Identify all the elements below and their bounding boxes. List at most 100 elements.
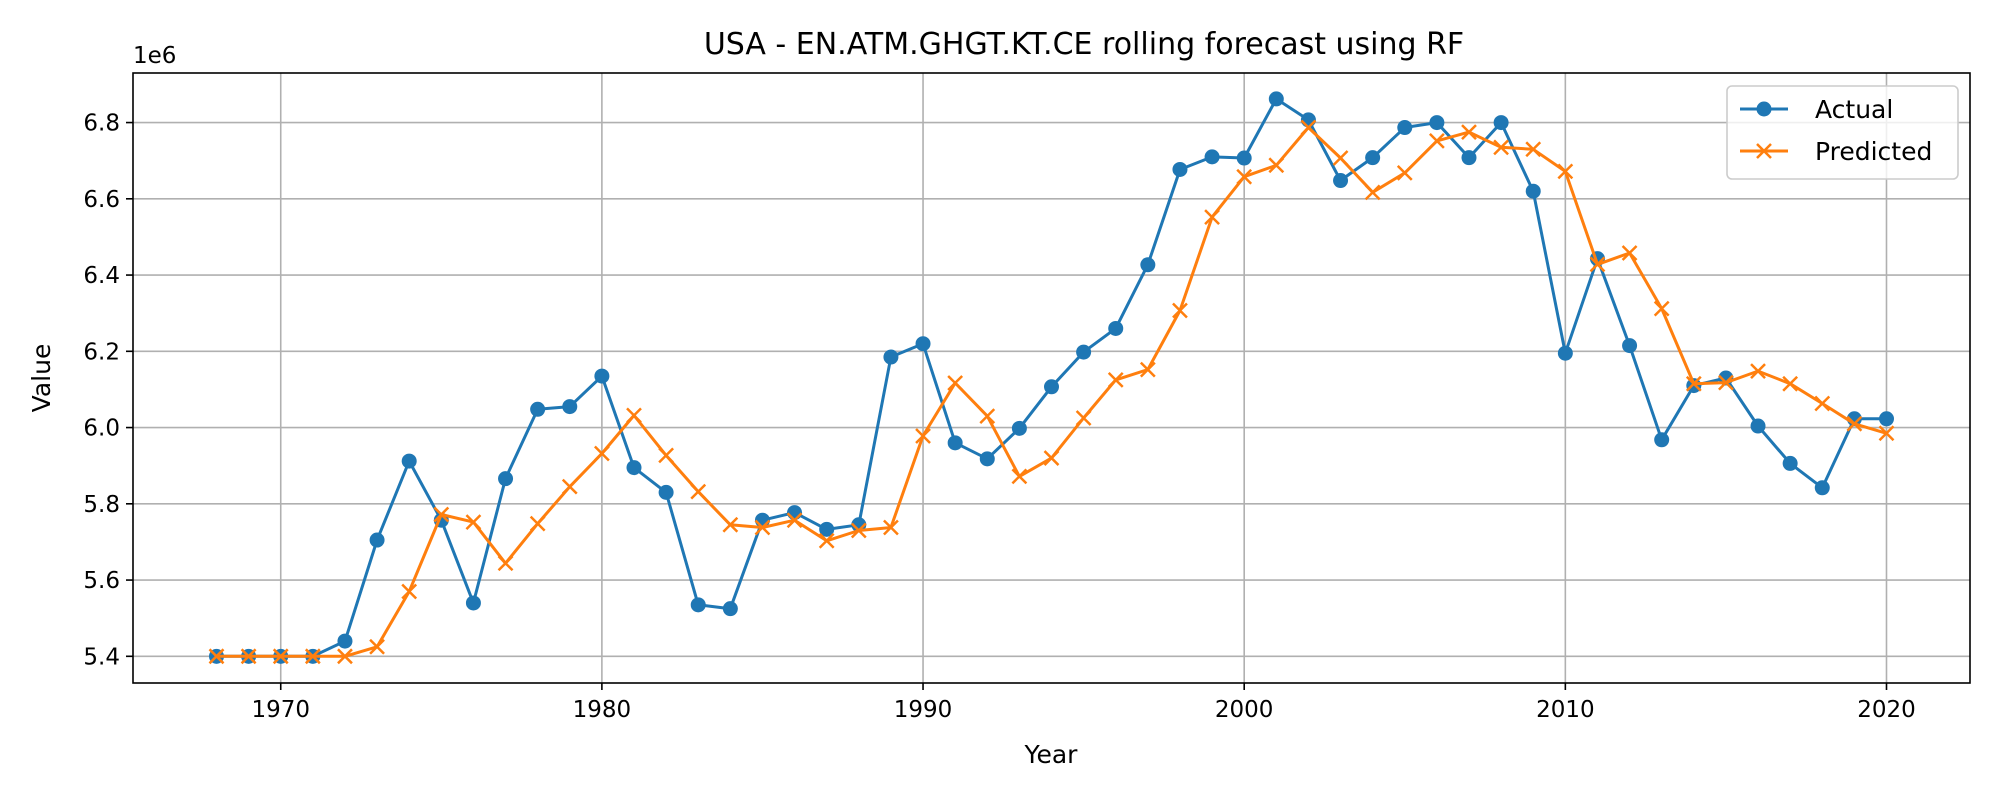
y-tick-label: 6.6	[83, 187, 120, 213]
data-point-predicted	[690, 483, 707, 500]
data-point-predicted	[1718, 374, 1734, 391]
data-point-predicted	[1204, 209, 1220, 225]
data-point-predicted	[1878, 425, 1895, 442]
data-point-actual	[1750, 418, 1766, 434]
data-point-predicted	[465, 514, 482, 530]
data-point-actual	[401, 453, 417, 469]
legend-entry-predicted: Predicted	[1740, 137, 1932, 166]
data-point-actual	[1011, 420, 1027, 436]
data-point-actual	[594, 368, 610, 384]
data-point-actual	[883, 349, 899, 365]
data-point-actual	[1300, 112, 1316, 128]
data-point-actual	[1461, 150, 1477, 166]
data-point-actual	[1622, 338, 1638, 354]
data-point-predicted	[1525, 141, 1542, 158]
y-tick-label: 6.8	[83, 111, 120, 137]
axis-ticks: 1970 1980 1990 2000 2010 2020 5.4 5.6 5.8 6.0 6.2 6…	[83, 111, 1915, 723]
data-point-predicted	[1493, 139, 1510, 156]
data-point-predicted	[1139, 361, 1156, 378]
data-point-predicted	[1846, 415, 1863, 432]
data-point-actual	[1557, 345, 1573, 361]
data-point-actual	[851, 517, 867, 533]
data-point-predicted	[658, 447, 674, 464]
data-point-actual	[1654, 432, 1670, 448]
legend: Actual Predicted	[1726, 85, 1959, 180]
data-point-actual	[1204, 149, 1220, 165]
data-point-predicted	[1268, 157, 1285, 174]
legend-predicted-label: Predicted	[1815, 137, 1932, 166]
data-point-predicted	[401, 583, 418, 600]
x-tick-label: 1970	[251, 697, 310, 723]
data-point-predicted	[337, 648, 353, 665]
data-point-actual	[658, 484, 674, 500]
y-tick-label: 6.2	[83, 339, 120, 365]
y-axis-label: Value	[27, 344, 56, 413]
data-point-actual	[1365, 150, 1381, 166]
y-tick-label: 6.4	[83, 263, 120, 289]
data-point-predicted	[304, 648, 321, 665]
legend-predicted-marker	[1756, 143, 1772, 159]
legend-actual-label: Actual	[1815, 95, 1893, 124]
data-point-actual	[369, 532, 385, 548]
data-point-actual	[1076, 344, 1092, 360]
data-point-predicted	[979, 408, 996, 425]
data-point-predicted	[947, 375, 964, 391]
y-tick-label: 5.4	[83, 644, 120, 670]
data-point-actual	[915, 336, 931, 352]
data-point-predicted	[754, 519, 771, 536]
data-point-predicted	[1300, 119, 1317, 136]
data-point-predicted	[1364, 184, 1381, 201]
data-point-actual	[1172, 161, 1188, 177]
data-point-actual	[1525, 183, 1541, 199]
data-point-predicted	[1332, 150, 1349, 166]
data-point-predicted	[240, 648, 257, 665]
data-point-actual	[1879, 411, 1894, 427]
data-point-predicted	[1236, 168, 1253, 185]
data-point-predicted	[1653, 300, 1670, 317]
data-point-predicted	[1814, 395, 1831, 412]
data-point-predicted	[1461, 124, 1477, 140]
data-point-predicted	[1750, 363, 1766, 380]
data-point-actual	[787, 505, 803, 521]
data-point-predicted	[1589, 256, 1606, 273]
data-point-predicted	[1782, 375, 1799, 392]
data-point-predicted	[272, 648, 289, 665]
data-point-predicted	[1043, 450, 1060, 466]
data-point-predicted	[497, 555, 514, 572]
data-point-predicted	[1396, 165, 1413, 181]
y-offset-label: 1e6	[133, 43, 176, 69]
data-point-actual	[722, 601, 738, 617]
x-tick-label: 2000	[1215, 697, 1274, 723]
chart-title: USA - EN.ATM.GHGT.KT.CE rolling forecast…	[704, 27, 1464, 62]
data-point-predicted	[915, 428, 931, 444]
data-point-actual	[337, 633, 353, 649]
data-point-predicted	[1075, 410, 1092, 426]
data-point-actual	[1044, 379, 1059, 395]
data-point-predicted	[561, 478, 578, 495]
data-point-predicted	[594, 445, 610, 462]
data-point-predicted	[1621, 245, 1638, 261]
data-point-actual	[1333, 173, 1349, 189]
data-point-predicted	[818, 532, 835, 549]
data-point-predicted	[1685, 375, 1702, 392]
y-tick-label: 5.6	[83, 568, 120, 594]
data-point-actual	[1236, 150, 1252, 166]
y-tick-label: 6.0	[83, 416, 120, 442]
series-layer	[208, 91, 1895, 665]
data-point-predicted	[1011, 468, 1028, 485]
data-point-predicted	[626, 407, 642, 424]
data-point-actual	[1429, 115, 1445, 131]
data-point-predicted	[1107, 372, 1124, 388]
x-tick-label: 1980	[573, 697, 632, 723]
data-point-actual	[1108, 320, 1124, 336]
data-point-predicted	[883, 519, 899, 536]
data-point-actual	[979, 451, 995, 467]
data-point-actual	[562, 399, 578, 415]
data-point-predicted	[786, 512, 803, 529]
data-point-predicted	[433, 506, 450, 523]
data-point-predicted	[369, 638, 385, 655]
data-point-predicted	[850, 522, 867, 539]
data-point-actual	[1268, 91, 1284, 107]
